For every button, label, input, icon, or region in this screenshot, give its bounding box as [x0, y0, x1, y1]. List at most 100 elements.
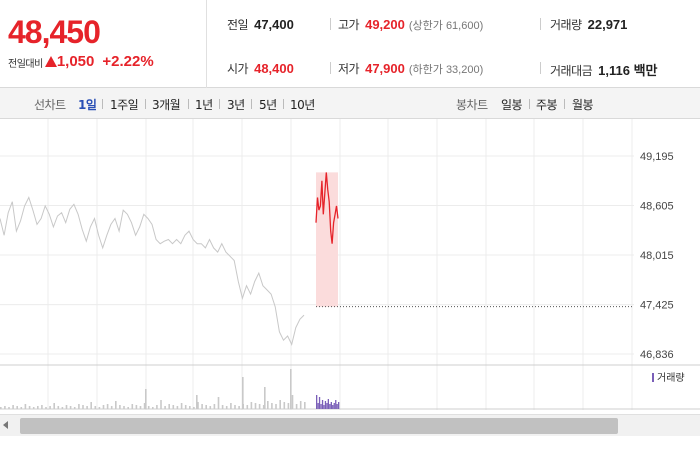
candle-monthly[interactable]: 월봉 [572, 98, 594, 112]
volume-bar [152, 407, 154, 409]
volume-bar [180, 403, 183, 409]
price-series [0, 172, 339, 346]
y-tick-label: 48,605 [640, 201, 674, 213]
volume-bar-today [329, 404, 331, 409]
volume-bar-today [318, 397, 321, 409]
today-range-fill [316, 172, 338, 307]
stat-label: 거래량 [550, 18, 582, 32]
period-10year[interactable]: 10년 [290, 98, 315, 112]
period-1year[interactable]: 1년 [195, 98, 213, 112]
volume-bar [205, 405, 207, 409]
volume-bar-today [327, 399, 329, 409]
stat-label: 저가 [338, 62, 360, 76]
series-today [315, 172, 339, 244]
volume-bar-today [321, 400, 324, 409]
today-range-highlight [316, 172, 338, 307]
volume-bar [86, 406, 88, 409]
stat-value: 22,971 [587, 17, 628, 32]
volume-bar [304, 402, 306, 409]
period-5year[interactable]: 5년 [259, 98, 277, 112]
volume-bar [106, 404, 109, 409]
volume-bar-today [333, 403, 335, 409]
stat-open: 시가 48,400 [227, 60, 294, 77]
volume-bar [110, 406, 113, 409]
period-1week[interactable]: 1주일 [110, 98, 139, 112]
current-price: 48,450 [8, 14, 101, 50]
change-value: 1,050 [56, 53, 95, 70]
divider [145, 99, 146, 109]
divider [529, 99, 530, 109]
stat-label: 고가 [338, 18, 360, 32]
price-chart[interactable]: 49,195 48,605 48,015 47,425 46,836 거래량 [0, 119, 700, 410]
volume-bar [246, 405, 249, 409]
lower-limit: (하한가 33,200) [408, 64, 484, 76]
volume-bar [37, 406, 39, 409]
scroll-left-arrow-icon[interactable] [3, 421, 8, 429]
chart-scrollbar[interactable] [0, 414, 700, 436]
volume-bar [123, 406, 125, 409]
volume-bar [41, 405, 43, 409]
volume-bar [254, 403, 257, 409]
scroll-thumb[interactable] [20, 418, 618, 434]
divider [540, 62, 541, 74]
volume-bar [238, 406, 240, 409]
volume-bar [264, 387, 266, 409]
change-label: 전일대비 [8, 59, 43, 70]
volume-bar [283, 402, 286, 409]
volume-bar [193, 407, 195, 409]
volume-bar [82, 405, 84, 409]
bottom-padding [0, 436, 700, 450]
volume-bar [242, 377, 244, 409]
volume-bar [196, 395, 198, 409]
divider [219, 99, 220, 109]
period-3month[interactable]: 3개월 [152, 98, 181, 112]
volume-bar-today [324, 401, 327, 409]
chart-toolbar: 선차트 1일 1주일 3개월 1년 3년 5년 10년 봉차트 일봉 주봉 월봉 [0, 88, 700, 119]
candle-daily[interactable]: 일봉 [501, 98, 523, 112]
stat-label: 전일 [227, 18, 249, 32]
volume-bar-today [335, 400, 337, 409]
candle-weekly[interactable]: 주봉 [536, 98, 558, 112]
stat-value: 49,200 [365, 17, 405, 32]
volume-bar [168, 404, 170, 409]
volume-bar [230, 403, 232, 409]
volume-bar [164, 406, 166, 409]
volume-bar [12, 405, 14, 409]
volume-bar [209, 406, 212, 409]
volume-bar [145, 389, 147, 409]
period-3year[interactable]: 3년 [227, 98, 245, 112]
line-chart-label: 선차트 [34, 98, 66, 112]
volume-bar [0, 407, 2, 409]
period-1day[interactable]: 1일 [78, 98, 97, 112]
grid-lines [0, 119, 700, 410]
volume-bar [143, 403, 146, 409]
volume-bar [275, 404, 277, 409]
divider [564, 99, 565, 109]
stat-value: 47,900 [365, 61, 405, 76]
volume-bar [221, 405, 224, 409]
y-tick-label: 49,195 [640, 151, 674, 163]
volume-bar [98, 407, 101, 409]
volume-bar [94, 406, 97, 409]
volume-bar [102, 405, 105, 409]
volume-bar [279, 400, 281, 409]
volume-bar [290, 369, 292, 409]
divider [540, 18, 541, 30]
volume-bar [176, 406, 179, 409]
volume-bar [271, 403, 273, 409]
volume-bar [65, 405, 68, 409]
volume-bar [69, 406, 72, 409]
volume-bar [131, 404, 134, 409]
volume-bar [119, 405, 121, 409]
y-tick-label: 46,836 [640, 349, 674, 361]
stat-value: 48,400 [254, 61, 294, 76]
volume-bar-today [326, 403, 328, 409]
volume-bar [24, 404, 27, 409]
stat-value: 1,116 백만 [598, 63, 658, 78]
change-percent: +2.22% [102, 53, 154, 70]
volume-legend-swatch [652, 373, 654, 382]
volume-bar [147, 406, 150, 409]
volume-bar-today [330, 402, 332, 409]
stat-volume: 거래량 22,971 [550, 16, 627, 33]
divider [283, 99, 284, 109]
